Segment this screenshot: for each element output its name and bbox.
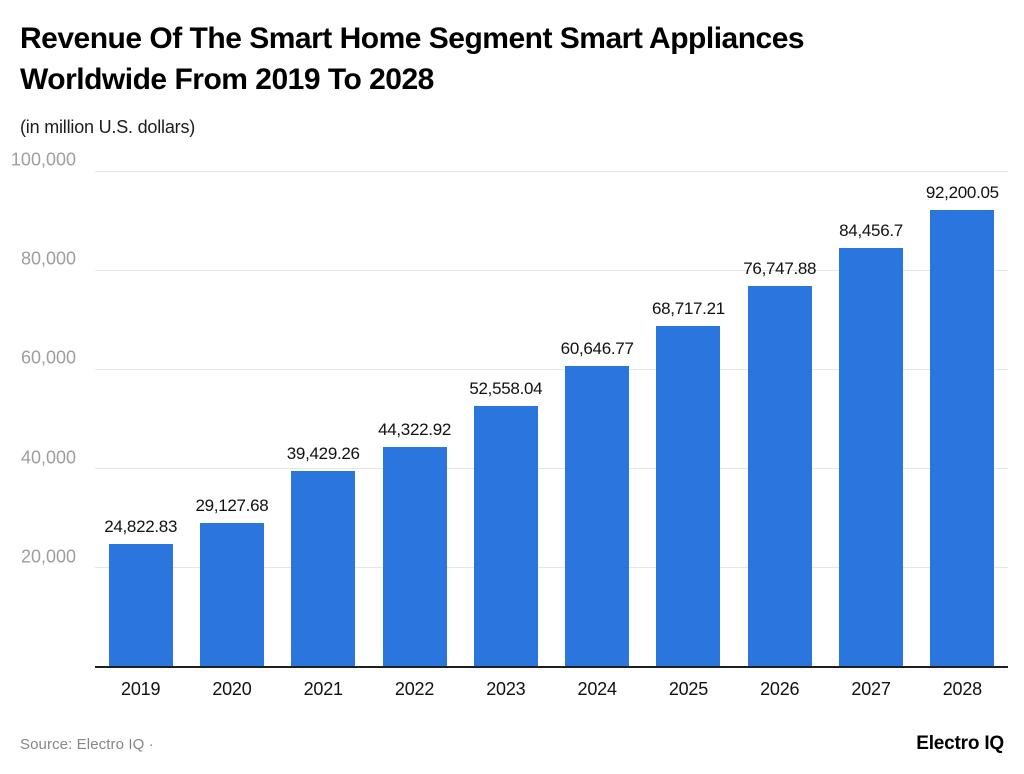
bar-2024 bbox=[565, 366, 630, 667]
x-axis-tick-label-2023: 2023 bbox=[486, 679, 526, 699]
chart-title-line1: Revenue Of The Smart Home Segment Smart … bbox=[20, 22, 805, 55]
x-axis-tick-label-2021: 2021 bbox=[303, 679, 343, 699]
x-axis-tick-label-2022: 2022 bbox=[394, 679, 435, 699]
bar-value-label-2024: 60,646.77 bbox=[560, 339, 634, 359]
chart-title-line2: Worldwide From 2019 To 2028 bbox=[20, 63, 434, 96]
gridline bbox=[95, 368, 1008, 370]
bar-value-label-2026: 76,747.88 bbox=[743, 259, 817, 279]
bar-value-label-2025: 68,717.21 bbox=[651, 299, 725, 319]
x-axis-tick-label-2019: 2019 bbox=[121, 679, 161, 699]
gridline bbox=[95, 170, 1008, 172]
x-axis-tick-label-2026: 2026 bbox=[760, 679, 800, 699]
x-axis-tick-label-2020: 2020 bbox=[212, 679, 252, 699]
y-axis-tick-label: 40,000 bbox=[20, 447, 76, 468]
y-axis-tick-label: 60,000 bbox=[20, 347, 76, 368]
gridline bbox=[95, 567, 1008, 569]
gridline bbox=[95, 468, 1008, 470]
bar-2023 bbox=[473, 406, 538, 667]
x-axis-tick-label-2024: 2024 bbox=[577, 679, 617, 699]
brand-logo: Electro IQ bbox=[916, 733, 1004, 754]
bar-2021 bbox=[291, 471, 356, 667]
bar-value-label-2023: 52,558.04 bbox=[469, 379, 543, 399]
gridline bbox=[95, 269, 1008, 271]
chart-subtitle: (in million U.S. dollars) bbox=[20, 117, 196, 137]
bar-value-label-2027: 84,456.7 bbox=[839, 221, 903, 241]
bar-value-label-2020: 29,127.68 bbox=[195, 495, 269, 515]
y-axis-tick-label: 100,000 bbox=[10, 149, 76, 170]
bar-2026 bbox=[747, 286, 812, 667]
x-axis-tick-label-2027: 2027 bbox=[851, 679, 891, 699]
bar-2019 bbox=[108, 543, 173, 667]
bar-value-label-2022: 44,322.92 bbox=[378, 420, 452, 440]
x-axis-tick-label-2028: 2028 bbox=[942, 679, 982, 699]
x-axis-line bbox=[95, 666, 1008, 668]
bar-2027 bbox=[839, 248, 904, 667]
source-text: Source: Electro IQ · bbox=[20, 736, 154, 753]
bar-value-label-2019: 24,822.83 bbox=[104, 516, 178, 536]
y-axis-tick-label: 20,000 bbox=[20, 546, 76, 567]
bar-2022 bbox=[382, 447, 447, 667]
chart-title: Revenue Of The Smart Home Segment Smart … bbox=[20, 18, 1000, 100]
x-axis-tick-label-2025: 2025 bbox=[668, 679, 709, 699]
bar-value-label-2021: 39,429.26 bbox=[286, 444, 360, 464]
bar-value-label-2028: 92,200.05 bbox=[925, 182, 999, 202]
plot-area: 20,000 40,000 60,000 80,000 100,000 24,822.83… bbox=[11, 150, 1008, 699]
bar-2028 bbox=[930, 209, 995, 667]
bar-2025 bbox=[656, 326, 721, 667]
bar-2020 bbox=[199, 522, 264, 667]
y-axis-tick-label: 80,000 bbox=[20, 248, 76, 269]
